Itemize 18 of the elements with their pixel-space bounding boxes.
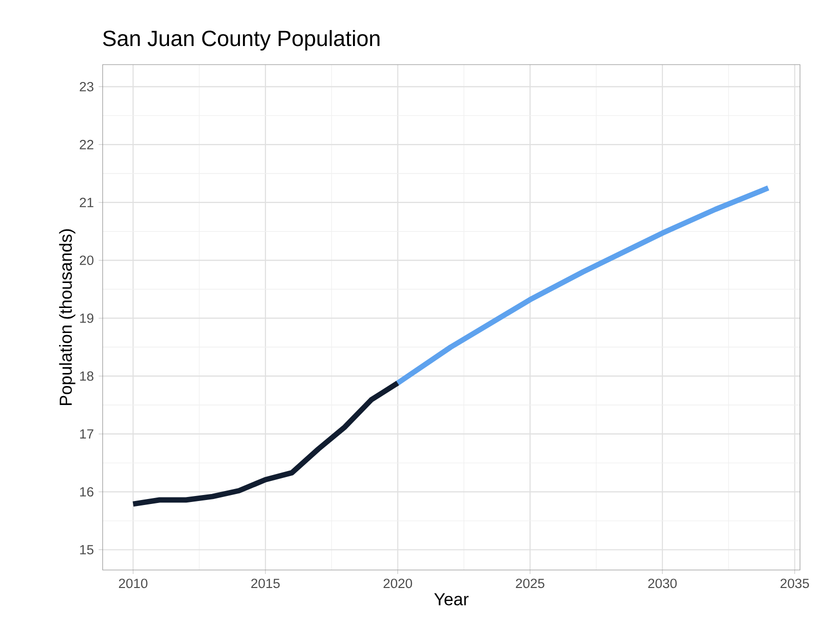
chart-title: San Juan County Population (103, 30, 380, 51)
x-axis-title: Year (434, 593, 469, 606)
x-tick-label: 2015 (251, 578, 280, 588)
y-tick-label: 23 (80, 82, 94, 92)
y-tick-label: 22 (80, 140, 94, 150)
x-tick-label: 2035 (780, 578, 809, 588)
y-tick-label: 21 (80, 198, 94, 208)
y-tick-label: 15 (80, 545, 94, 554)
y-tick-label: 20 (80, 256, 94, 266)
x-tick-label: 2020 (384, 578, 412, 588)
y-tick-label: 18 (80, 371, 94, 381)
y-tick-label: 16 (80, 487, 94, 497)
y-axis-title: Population (thousands) (59, 229, 76, 406)
x-tick-label: 2030 (648, 578, 677, 588)
y-tick-label: 17 (80, 429, 94, 439)
x-tick-label: 2010 (118, 578, 148, 588)
x-tick-label: 2025 (516, 578, 544, 588)
y-tick-label: 19 (80, 313, 94, 323)
